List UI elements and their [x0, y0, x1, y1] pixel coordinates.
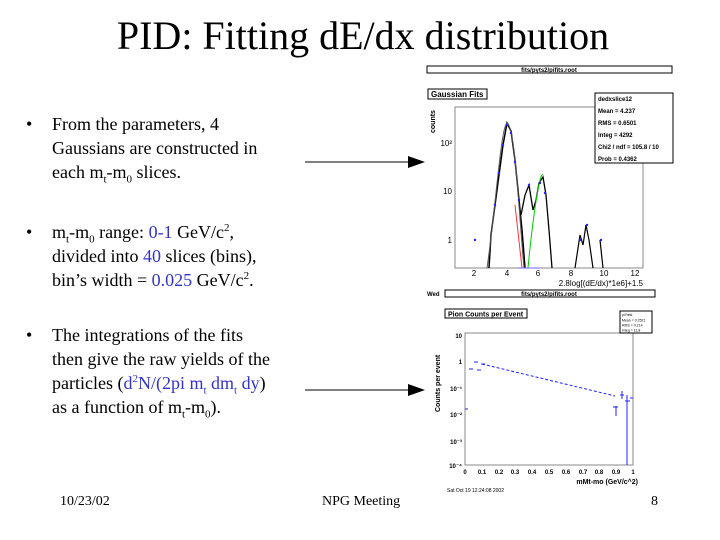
y-tick: 10² [440, 139, 452, 148]
footer-date: 10/23/02 [60, 494, 110, 509]
x-tick: 0.2 [495, 470, 504, 476]
stats-mean: Mean = 4.237 [598, 109, 636, 115]
pion-counts-plot: Pion Counts per Event Counts per event 1… [435, 308, 653, 494]
x-tick: 0.7 [579, 470, 588, 476]
stats-name: piYield [622, 313, 632, 317]
x-tick: 0 [463, 470, 467, 476]
stats-rms: RMS = 0.214 [622, 324, 643, 328]
plot-title: Pion Counts per Event [448, 312, 524, 319]
bullet-3-line-4: as a function of mt-m0). [52, 397, 222, 421]
bullet-1-line-2: Gaussians are constructed in [52, 138, 258, 158]
x-tick: 8 [569, 269, 574, 278]
data-points [473, 123, 603, 242]
data-points [465, 361, 633, 465]
bullet-icon: • [26, 114, 33, 134]
x-tick: 6 [536, 269, 541, 278]
stats-integ: Integ = 4292 [598, 133, 633, 139]
bottom-label: Wed [427, 292, 440, 298]
x-tick: 0.1 [478, 470, 487, 476]
green-fit-curve [527, 174, 544, 269]
arrow-icon [305, 156, 425, 168]
red-fit-curve [514, 204, 523, 269]
x-tick: 0.4 [528, 470, 537, 476]
x-tick: 2 [472, 269, 477, 278]
y-tick: 1 [459, 360, 463, 366]
file-name-top: fits/pyts2/pifits.root [521, 68, 577, 74]
y-tick: 10 [455, 334, 462, 340]
x-tick: 0.6 [562, 470, 571, 476]
bullet-2-line-3: bin’s width = 0.025 GeV/c2. [52, 270, 254, 290]
slide-title: PID: Fitting dE/dx distribution [116, 13, 610, 58]
stats-mean: Mean = 0.2521 [622, 319, 646, 323]
bullet-3-line-1: The integrations of the fits [52, 325, 243, 345]
x-tick: 0.8 [595, 470, 604, 476]
y-tick: 10⁻² [450, 412, 462, 419]
y-axis-label: counts [430, 110, 437, 133]
x-tick: 12 [631, 269, 640, 278]
x-axis-label: 2.8log[(dE/dx)*1e6]+1.5 [559, 279, 644, 288]
plot-date: Sat Oct 19 12:24:08 2002 [447, 488, 504, 494]
bullet-2-line-1: mt-m0 range: 0-1 GeV/c2, [52, 222, 235, 246]
x-tick: 0.9 [612, 470, 621, 476]
x-axis-label: mMt-mo (GeV/c^2) [576, 478, 638, 486]
bullet-icon: • [26, 325, 33, 345]
stats-prob: Prob = 0.4362 [598, 157, 638, 163]
footer-event: NPG Meeting [322, 494, 401, 509]
y-tick: 10⁻¹ [450, 386, 462, 393]
x-tick: 0.5 [545, 470, 554, 476]
bullet-2-line-2: divided into 40 slices (bins), [52, 246, 257, 266]
file-name-bottom: fits/pyts2/pifits.root [521, 292, 577, 298]
pion-fit-curve [486, 122, 525, 269]
x-tick: 1 [631, 470, 635, 476]
y-tick: 1 [448, 236, 453, 245]
page-number: 8 [651, 494, 658, 509]
bullet-1-line-1: From the parameters, 4 [52, 114, 219, 134]
y-tick: 10⁻³ [450, 439, 462, 446]
stats-rms: RMS = 0.6501 [598, 121, 637, 127]
x-tick: 10 [600, 269, 609, 278]
bullet-3-line-3: particles (d2N/(2pi mt dmt dy) [52, 373, 266, 397]
bullet-1-line-3: each mt-m0 slices. [52, 162, 182, 186]
gaussian-fits-plot: fits/pyts2/pifits.root Gaussian Fits cou… [426, 65, 674, 298]
plot-title: Gaussian Fits [431, 90, 484, 99]
stats-integ: Integ = 11.8 [622, 329, 640, 333]
bullet-3-line-2: then give the raw yields of the [52, 349, 270, 369]
x-tick: 4 [505, 269, 510, 278]
y-axis-label: Counts per event [435, 354, 442, 412]
x-tick: 0.3 [511, 470, 520, 476]
arrow-icon [305, 384, 425, 396]
stats-chi2: Chi2 / ndf = 105.8 / 10 [598, 145, 660, 151]
stats-name: dedxslice12 [598, 97, 633, 103]
y-tick: 10⁻⁴ [449, 464, 462, 470]
bullet-icon: • [26, 222, 33, 242]
arrows [305, 156, 425, 396]
y-tick: 10 [443, 187, 452, 196]
